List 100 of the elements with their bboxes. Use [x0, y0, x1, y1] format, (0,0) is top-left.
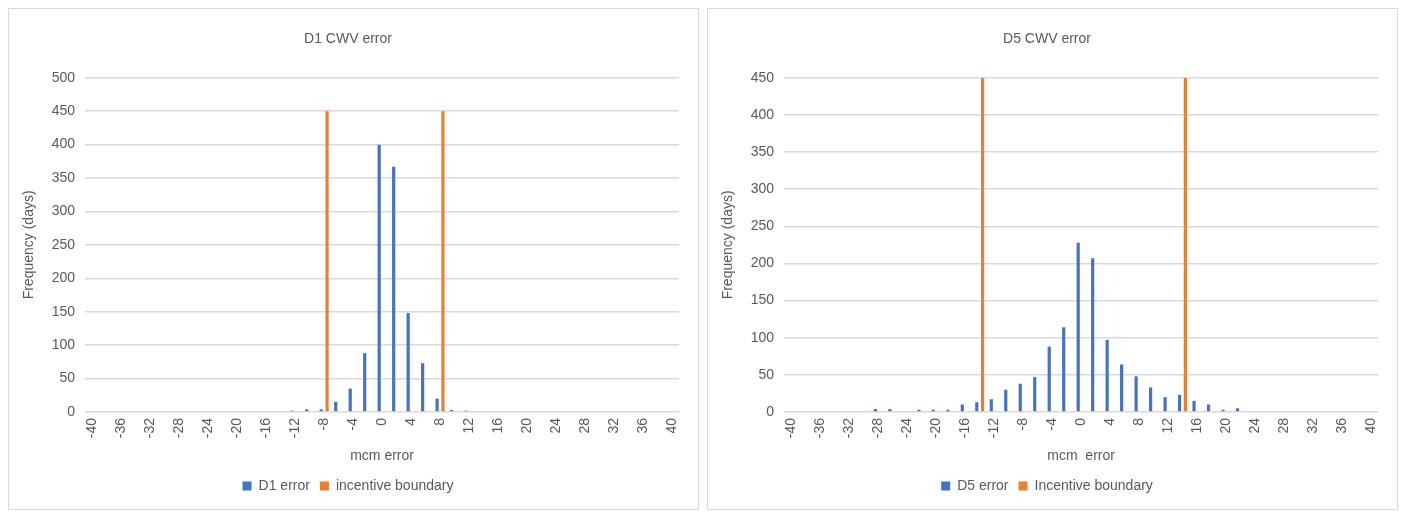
x-tick-label: 0 [1071, 417, 1088, 426]
bar [1047, 346, 1051, 412]
bar [1033, 377, 1037, 412]
x-tick-label: -16 [956, 417, 973, 439]
chart-title: D5 CWV error [1003, 30, 1092, 47]
bar [334, 401, 338, 412]
x-tick-label: 24 [1245, 417, 1262, 434]
y-axis-title: Frequency (days) [20, 190, 37, 300]
x-tick-label: 36 [633, 417, 650, 434]
bar [1076, 242, 1080, 412]
x-tick-label: 28 [575, 417, 592, 434]
y-tick-label: 500 [51, 68, 76, 85]
y-tick-label: 350 [51, 168, 76, 185]
x-tick-label: 4 [1100, 417, 1117, 426]
x-tick-label: 8 [1129, 417, 1146, 426]
y-tick-label: 200 [750, 254, 775, 271]
x-tick-label: 40 [662, 417, 679, 434]
x-tick-label: 0 [372, 417, 389, 426]
bar [1091, 258, 1095, 412]
bar [421, 363, 425, 412]
bar [348, 388, 352, 412]
y-tick-label: 150 [750, 291, 775, 308]
x-tick-label: -12 [985, 417, 1002, 439]
x-tick-label: -24 [199, 417, 216, 439]
x-tick-label: 16 [488, 417, 505, 434]
y-tick-label: 150 [51, 302, 76, 319]
bar [392, 166, 396, 412]
bar [435, 398, 439, 412]
x-tick-label: -20 [228, 417, 245, 439]
x-tick-label: -20 [927, 417, 944, 439]
y-tick-label: 450 [750, 68, 775, 85]
bar [975, 402, 979, 412]
bar [1018, 383, 1022, 412]
chart-title: D1 CWV error [304, 30, 393, 47]
bar [1163, 397, 1167, 412]
x-tick-label: -28 [170, 417, 187, 439]
y-tick-label: 250 [51, 235, 76, 252]
bar [1183, 77, 1187, 412]
x-tick-label: -36 [112, 417, 129, 439]
x-tick-label: 40 [1361, 417, 1378, 434]
legend-label: D5 error [957, 476, 1009, 493]
y-tick-label: 100 [750, 328, 775, 345]
x-tick-label: 12 [1158, 417, 1175, 434]
x-tick-label: 32 [604, 417, 621, 434]
y-axis-title: Frequency (days) [719, 190, 736, 300]
bar [1177, 394, 1182, 412]
bar [377, 144, 381, 412]
x-tick-label: 32 [1303, 417, 1320, 434]
legend-label: D1 error [258, 476, 311, 493]
legend-label: incentive boundary [335, 476, 454, 493]
x-tick-label: -4 [343, 417, 360, 431]
y-tick-label: 200 [51, 269, 76, 286]
x-tick-label: 28 [1274, 417, 1291, 434]
bar [1192, 400, 1196, 412]
bar [1235, 408, 1240, 412]
x-tick-label: -24 [898, 417, 915, 439]
x-tick-label: -28 [869, 417, 886, 439]
x-tick-label: 24 [546, 417, 563, 434]
bar [441, 111, 445, 412]
x-tick-label: 12 [459, 417, 476, 434]
bar [1149, 387, 1153, 412]
x-tick-label: -12 [286, 417, 303, 439]
y-tick-label: 300 [51, 202, 76, 219]
bar [981, 77, 985, 412]
bar [325, 111, 329, 412]
x-tick-label: -8 [1014, 417, 1030, 431]
y-tick-label: 300 [750, 180, 775, 197]
x-tick-label: -16 [257, 417, 274, 439]
x-tick-label: -4 [1042, 417, 1059, 431]
bar [989, 399, 993, 412]
bar [1004, 389, 1008, 412]
y-tick-label: 100 [51, 335, 76, 352]
y-tick-label: 400 [750, 105, 775, 122]
y-tick-label: 350 [750, 142, 775, 159]
y-tick-label: 50 [59, 369, 76, 386]
bar [406, 313, 410, 412]
y-tick-label: 450 [51, 102, 76, 119]
bar [1120, 364, 1124, 412]
x-tick-label: -32 [840, 417, 857, 439]
y-tick-label: 400 [51, 135, 76, 152]
bar [1062, 327, 1066, 412]
x-tick-label: 20 [1216, 417, 1233, 434]
x-tick-label: 20 [517, 417, 534, 434]
legend-label: Incentive boundary [1034, 476, 1153, 493]
x-tick-label: -8 [315, 417, 331, 431]
x-tick-label: -32 [141, 417, 158, 439]
x-tick-label: 16 [1187, 417, 1204, 434]
x-axis-title: mcm error [350, 447, 415, 464]
y-tick-label: 50 [758, 365, 775, 382]
bar [363, 353, 367, 412]
x-tick-label: -40 [83, 417, 100, 439]
x-tick-label: -40 [782, 417, 799, 439]
x-tick-label: -36 [811, 417, 828, 439]
bar [1105, 339, 1109, 412]
x-tick-label: 8 [430, 417, 447, 426]
x-tick-label: 4 [401, 417, 418, 426]
y-tick-label: 250 [750, 217, 775, 234]
x-tick-label: 36 [1332, 417, 1349, 434]
bar [1134, 376, 1138, 412]
x-axis-title: mcm error [1047, 447, 1116, 464]
